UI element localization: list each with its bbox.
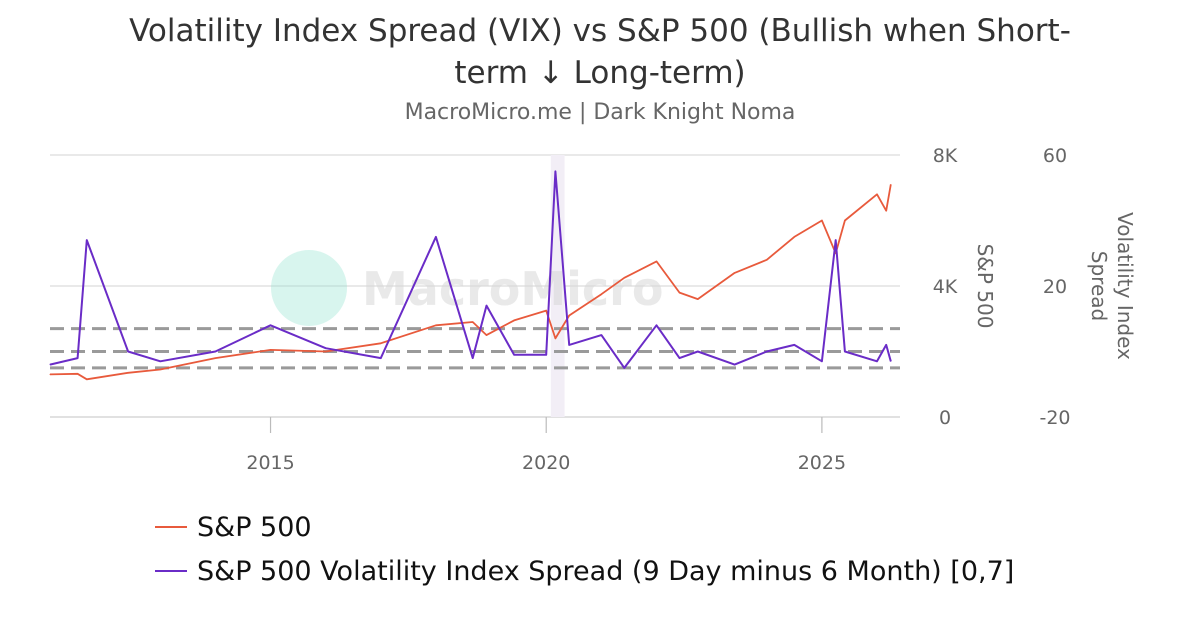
series-point-spread <box>623 367 625 369</box>
series-point-sp500 <box>568 314 570 316</box>
y-right-tick-label: -20 <box>1039 407 1070 429</box>
series-point-spread <box>513 354 515 356</box>
series-point-spread <box>568 344 570 346</box>
series-point-spread <box>678 357 680 359</box>
watermark-logo: MacroMicro <box>271 250 663 326</box>
series-point-spread <box>821 360 823 362</box>
grid-layer <box>50 154 900 418</box>
series-point-sp500 <box>766 259 768 261</box>
series-point-spread <box>485 305 487 307</box>
y-right-tick-label: 20 <box>1043 276 1067 298</box>
legend-swatch-spread <box>155 570 187 572</box>
axis-layer: 2015 2020 2025 0 4K 8K -20 20 60 S&P 500 Volatilit… <box>246 145 1137 474</box>
series-point-sp500 <box>844 220 846 221</box>
legend-label-spread: S&P 500 Volatility Index Spread (9 Day m… <box>197 555 1015 587</box>
series-point-spread <box>435 236 437 238</box>
series-point-spread <box>49 364 51 366</box>
series-point-sp500 <box>325 351 327 352</box>
series-point-sp500 <box>49 373 51 375</box>
series-point-sp500 <box>678 292 680 294</box>
series-point-spread <box>844 351 846 352</box>
series-point-spread <box>472 357 474 359</box>
y-left-tick-label: 4K <box>933 276 958 298</box>
series-point-sp500 <box>600 293 602 295</box>
series-point-spread <box>86 239 88 241</box>
series-point-sp500 <box>159 369 161 371</box>
legend-label-sp500: S&P 500 <box>197 511 312 543</box>
series-point-spread <box>835 239 837 241</box>
legend-swatch-sp500 <box>155 526 187 528</box>
series-point-spread <box>270 324 272 326</box>
series-point-spread <box>127 351 129 352</box>
series-point-sp500 <box>472 321 474 323</box>
series-point-spread <box>876 360 878 362</box>
series-point-spread <box>600 334 602 336</box>
series-point-sp500 <box>876 193 878 195</box>
series-line-spread <box>49 170 892 369</box>
y-left-axis-title: S&P 500 <box>973 244 997 329</box>
x-tick-label: 2015 <box>246 452 294 474</box>
series-point-spread <box>325 347 327 349</box>
series-point-sp500 <box>821 220 823 221</box>
series-point-spread <box>159 360 161 362</box>
y-left-tick-label: 0 <box>939 407 951 429</box>
y-right-axis-title: Volatility IndexSpread <box>1087 212 1137 360</box>
series-point-sp500 <box>793 236 795 238</box>
series-point-sp500 <box>623 277 625 279</box>
series-point-spread <box>214 351 216 352</box>
series-point-sp500 <box>655 260 657 262</box>
series-point-sp500 <box>890 183 892 185</box>
series-point-spread <box>77 357 79 359</box>
x-tick-label: 2025 <box>798 452 846 474</box>
legend-item-spread[interactable]: S&P 500 Volatility Index Spread (9 Day m… <box>155 549 1014 593</box>
series-point-sp500 <box>435 324 437 326</box>
series-point-sp500 <box>485 334 487 336</box>
series-point-sp500 <box>380 342 382 344</box>
series-point-spread <box>766 351 768 352</box>
y-right-tick-label: 60 <box>1043 145 1067 167</box>
series-point-spread <box>793 344 795 346</box>
series-point-sp500 <box>270 349 272 351</box>
chart-title: Volatility Index Spread (VIX) vs S&P 500… <box>129 13 1071 91</box>
legend: S&P 500 S&P 500 Volatility Index Spread … <box>155 505 1014 593</box>
series-point-sp500 <box>697 298 699 300</box>
series-point-sp500 <box>214 357 216 359</box>
series-point-spread <box>890 360 892 362</box>
series-point-spread <box>380 357 382 359</box>
series-point-spread <box>655 324 657 326</box>
series-point-sp500 <box>513 319 515 321</box>
x-tick-label: 2020 <box>522 452 570 474</box>
series-layer <box>49 170 892 381</box>
series-point-sp500 <box>554 337 556 339</box>
series-point-spread <box>697 351 699 352</box>
series-point-sp500 <box>734 272 736 274</box>
series-point-sp500 <box>77 373 79 375</box>
watermark-circle-icon <box>271 250 347 326</box>
series-point-spread <box>734 364 736 366</box>
y-left-tick-label: 8K <box>933 145 958 167</box>
legend-item-sp500[interactable]: S&P 500 <box>155 505 1014 549</box>
series-point-spread <box>885 344 887 346</box>
watermark-text: MacroMicro <box>362 262 663 316</box>
series-point-sp500 <box>86 378 88 380</box>
series-point-sp500 <box>545 310 547 312</box>
chart-subtitle: MacroMicro.me | Dark Knight Noma <box>404 100 796 125</box>
series-point-sp500 <box>127 372 129 374</box>
series-point-spread <box>545 354 547 356</box>
series-line-sp500 <box>49 184 892 381</box>
series-point-spread <box>554 170 556 172</box>
series-point-sp500 <box>885 210 887 212</box>
